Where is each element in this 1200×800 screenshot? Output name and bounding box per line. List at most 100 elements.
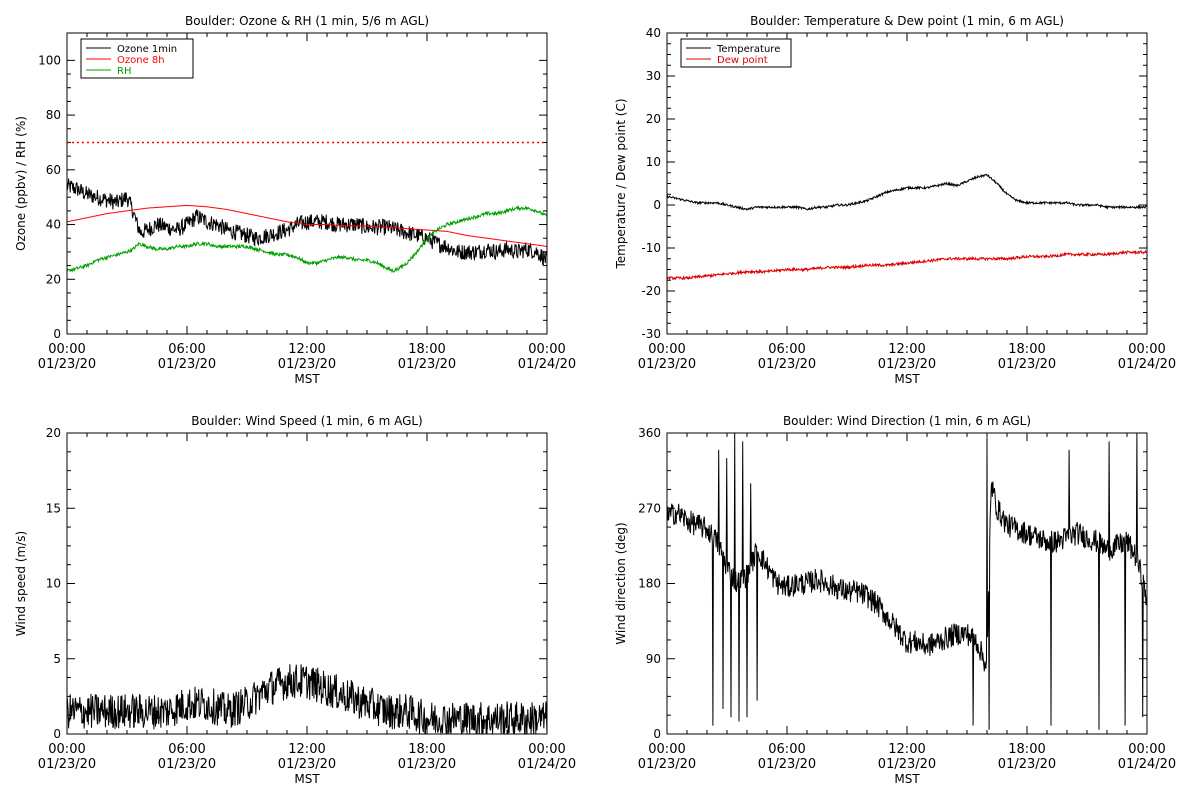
y-tick-label: 5 xyxy=(53,652,61,666)
y-axis-label: Wind speed (m/s) xyxy=(14,531,28,636)
x-tick-label-time: 12:00 xyxy=(288,342,325,357)
x-tick-label-time: 18:00 xyxy=(408,342,445,357)
y-tick-label: 0 xyxy=(653,198,661,212)
y-tick-label: 180 xyxy=(638,577,661,591)
x-tick-label-date: 01/24/20 xyxy=(518,757,576,772)
x-tick-label-date: 01/24/20 xyxy=(1118,757,1176,772)
y-tick-label: 270 xyxy=(638,501,661,515)
x-tick-label-time: 06:00 xyxy=(768,342,805,357)
x-tick-label-time: 00:00 xyxy=(48,742,85,757)
chart-panel-2: Boulder: Temperature & Dew point (1 min,… xyxy=(614,14,1176,386)
legend-box xyxy=(680,38,792,68)
y-tick-label: 40 xyxy=(46,218,61,232)
x-axis-label: MST xyxy=(294,372,320,386)
x-tick-label-date: 01/23/20 xyxy=(38,357,96,372)
x-tick-label-time: 18:00 xyxy=(1008,342,1045,357)
y-tick-label: 100 xyxy=(38,53,61,67)
y-tick-label: 90 xyxy=(646,652,661,666)
x-tick-label-time: 18:00 xyxy=(1008,742,1045,757)
y-tick-label: 0 xyxy=(653,727,661,741)
series-line-2 xyxy=(67,204,547,247)
x-tick-label-date: 01/23/20 xyxy=(278,757,336,772)
x-tick-label-time: 12:00 xyxy=(888,742,925,757)
x-tick-label-date: 01/23/20 xyxy=(278,357,336,372)
y-tick-label: 30 xyxy=(646,69,661,83)
x-tick-label-time: 00:00 xyxy=(48,342,85,357)
y-tick-label: 10 xyxy=(646,155,661,169)
legend-label: Dew point xyxy=(717,55,768,66)
series-line-1 xyxy=(667,173,1147,212)
chart-title: Boulder: Ozone & RH (1 min, 5/6 m AGL) xyxy=(185,14,429,28)
chart-panel-4: Boulder: Wind Direction (1 min, 6 m AGL)… xyxy=(614,414,1176,786)
x-tick-label-time: 12:00 xyxy=(288,742,325,757)
plot-frame xyxy=(666,432,1148,735)
y-axis-label: Temperature / Dew point (C) xyxy=(614,98,628,269)
plot-frame xyxy=(66,32,548,335)
x-axis-label: MST xyxy=(894,372,920,386)
legend-label: Temperature xyxy=(716,44,780,55)
y-tick-label: -20 xyxy=(641,284,661,298)
y-axis-label: Wind direction (deg) xyxy=(614,522,628,644)
legend-label: Ozone 1min xyxy=(117,44,177,55)
x-tick-label-date: 01/23/20 xyxy=(398,357,456,372)
x-axis-label: MST xyxy=(894,772,920,786)
y-tick-label: 0 xyxy=(53,727,61,741)
series-line-1 xyxy=(67,664,547,734)
x-tick-label-time: 06:00 xyxy=(768,742,805,757)
series-line-2 xyxy=(667,249,1147,282)
x-tick-label-time: 00:00 xyxy=(1128,742,1165,757)
x-tick-label-date: 01/23/20 xyxy=(998,357,1056,372)
x-tick-label-time: 12:00 xyxy=(888,342,925,357)
x-tick-label-date: 01/23/20 xyxy=(758,757,816,772)
y-tick-label: 80 xyxy=(46,108,61,122)
x-tick-label-date: 01/24/20 xyxy=(518,357,576,372)
x-tick-label-date: 01/23/20 xyxy=(158,357,216,372)
x-tick-label-date: 01/23/20 xyxy=(638,357,696,372)
plot-frame xyxy=(66,432,548,735)
chart-panel-3: Boulder: Wind Speed (1 min, 6 m AGL) Wind… xyxy=(14,414,576,786)
y-tick-label: 0 xyxy=(53,327,61,341)
x-tick-label-time: 18:00 xyxy=(408,742,445,757)
y-tick-label: 20 xyxy=(46,272,61,286)
x-tick-label-time: 06:00 xyxy=(168,342,205,357)
y-axis-label: Ozone (ppbv) / RH (%) xyxy=(14,116,28,251)
y-tick-label: 20 xyxy=(646,112,661,126)
x-tick-label-date: 01/23/20 xyxy=(158,757,216,772)
x-tick-label-date: 01/23/20 xyxy=(398,757,456,772)
plot-frame xyxy=(666,32,1148,335)
y-tick-label: 360 xyxy=(638,426,661,440)
y-tick-label: 40 xyxy=(646,26,661,40)
chart-title: Boulder: Temperature & Dew point (1 min,… xyxy=(750,14,1064,28)
x-tick-label-time: 00:00 xyxy=(528,342,565,357)
x-tick-label-time: 00:00 xyxy=(648,742,685,757)
legend-label: Ozone 8h xyxy=(117,55,165,66)
x-tick-label-time: 00:00 xyxy=(648,342,685,357)
chart-panel-1: Boulder: Ozone & RH (1 min, 5/6 m AGL) Oz… xyxy=(14,14,576,386)
x-tick-label-date: 01/24/20 xyxy=(1118,357,1176,372)
series-line-1 xyxy=(67,178,547,266)
series-line-3 xyxy=(67,204,547,274)
series-line-1 xyxy=(667,433,1147,730)
chart-title: Boulder: Wind Direction (1 min, 6 m AGL) xyxy=(783,414,1031,428)
x-tick-label-date: 01/23/20 xyxy=(998,757,1056,772)
y-tick-label: 10 xyxy=(46,577,61,591)
x-tick-label-date: 01/23/20 xyxy=(878,357,936,372)
x-tick-label-date: 01/23/20 xyxy=(38,757,96,772)
y-tick-label: 15 xyxy=(46,501,61,515)
x-tick-label-date: 01/23/20 xyxy=(758,357,816,372)
x-tick-label-time: 00:00 xyxy=(1128,342,1165,357)
legend-label: RH xyxy=(117,66,131,77)
x-axis-label: MST xyxy=(294,772,320,786)
y-tick-label: -30 xyxy=(641,327,661,341)
y-tick-label: -10 xyxy=(641,241,661,255)
x-tick-label-date: 01/23/20 xyxy=(878,757,936,772)
x-tick-label-time: 00:00 xyxy=(528,742,565,757)
x-tick-label-time: 06:00 xyxy=(168,742,205,757)
x-tick-label-date: 01/23/20 xyxy=(638,757,696,772)
y-tick-label: 20 xyxy=(46,426,61,440)
chart-title: Boulder: Wind Speed (1 min, 6 m AGL) xyxy=(191,414,423,428)
y-tick-label: 60 xyxy=(46,163,61,177)
